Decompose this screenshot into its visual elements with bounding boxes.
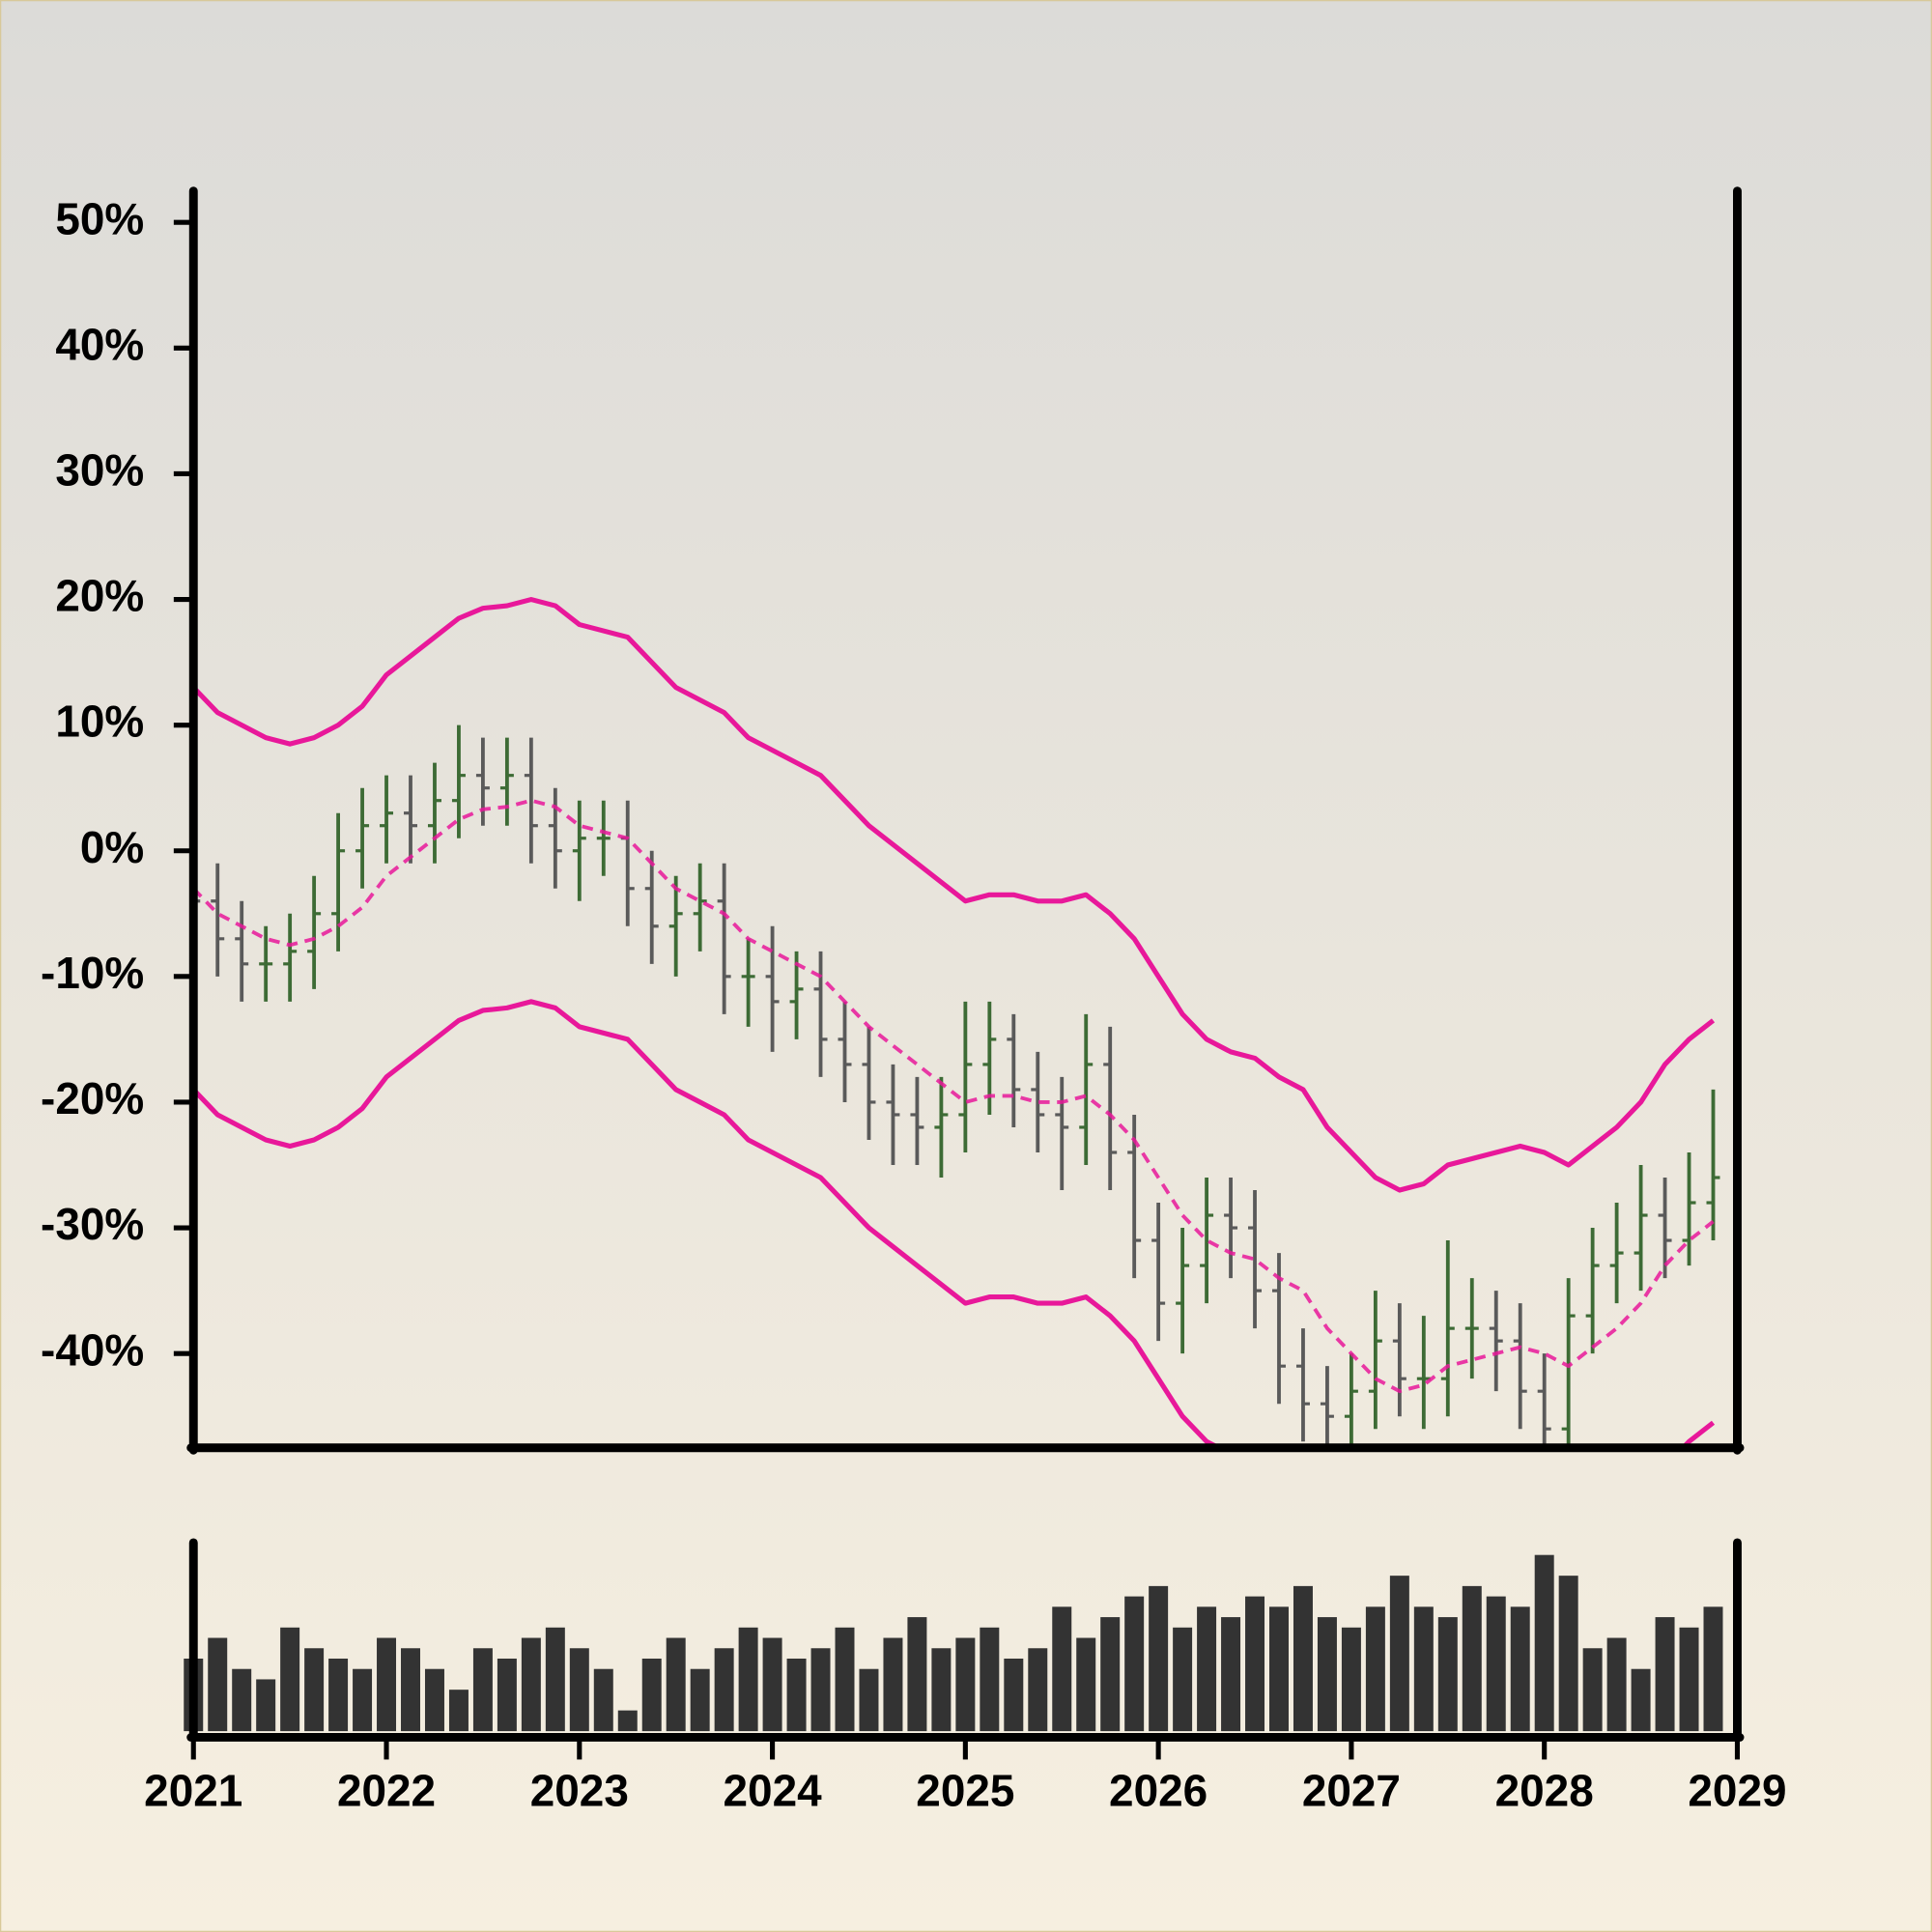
volume-bar	[593, 1668, 613, 1732]
volume-bar	[762, 1637, 782, 1732]
volume-bar	[1413, 1606, 1434, 1732]
volume-bar	[424, 1668, 444, 1732]
volume-bar	[569, 1648, 589, 1732]
volume-bar	[401, 1648, 420, 1732]
volume-bar	[1317, 1617, 1337, 1732]
y-tick-label: -30%	[41, 1199, 144, 1249]
volume-bar	[521, 1637, 541, 1732]
y-tick-label: 0%	[80, 822, 144, 872]
volume-bar	[1173, 1627, 1193, 1732]
volume-panel	[184, 1554, 1723, 1732]
volume-bar	[448, 1690, 469, 1732]
volume-bar	[641, 1658, 662, 1732]
volume-bar	[328, 1658, 349, 1732]
y-tick-label: -10%	[41, 948, 144, 998]
y-tick-label: 50%	[55, 193, 144, 243]
band-lower	[193, 999, 1716, 1448]
volume-bar	[1703, 1606, 1723, 1732]
volume-bar	[980, 1627, 1000, 1732]
volume-bar	[1197, 1606, 1217, 1732]
volume-bar	[304, 1648, 325, 1732]
x-tick-label: 2021	[144, 1765, 242, 1815]
volume-bar	[1389, 1576, 1409, 1732]
x-tick-label: 2029	[1688, 1765, 1786, 1815]
volume-bar	[810, 1648, 831, 1732]
x-tick-label: 2022	[337, 1765, 436, 1815]
volume-bar	[353, 1668, 373, 1732]
x-tick-label: 2025	[916, 1765, 1014, 1815]
volume-bar	[1076, 1637, 1096, 1732]
x-tick-label: 2028	[1495, 1765, 1594, 1815]
volume-bar	[1052, 1606, 1072, 1732]
volume-bar	[1245, 1596, 1265, 1732]
volume-bar	[208, 1637, 228, 1732]
x-tick-label: 2024	[724, 1765, 823, 1815]
plot-area	[193, 596, 1720, 1448]
y-tick-label: 20%	[55, 571, 144, 621]
volume-bar	[1655, 1617, 1675, 1732]
volume-bar	[1679, 1627, 1699, 1732]
y-tick-label: -40%	[41, 1324, 144, 1375]
volume-bar	[955, 1637, 976, 1732]
band-upper	[193, 596, 1716, 1193]
x-tick-label: 2026	[1109, 1765, 1208, 1815]
volume-bar	[280, 1627, 300, 1732]
volume-bar	[931, 1648, 952, 1732]
volume-bar	[1124, 1596, 1145, 1732]
volume-bar	[472, 1648, 493, 1732]
volume-bar	[232, 1668, 252, 1732]
volume-bar	[377, 1637, 397, 1732]
volume-bar	[859, 1668, 879, 1732]
volume-bar	[1606, 1637, 1627, 1732]
volume-bar	[545, 1627, 565, 1732]
volume-bar	[1221, 1617, 1241, 1732]
volume-bar	[1631, 1668, 1651, 1732]
volume-bar	[883, 1637, 903, 1732]
volume-bar	[1462, 1585, 1482, 1732]
y-tick-label: 10%	[55, 696, 144, 747]
x-tick-label: 2027	[1302, 1765, 1401, 1815]
volume-bar	[835, 1627, 855, 1732]
volume-bar	[786, 1658, 807, 1732]
volume-bar	[1341, 1627, 1361, 1732]
volume-bar	[617, 1710, 638, 1732]
y-tick-label: 30%	[55, 445, 144, 496]
volume-bar	[256, 1679, 276, 1732]
volume-bar	[1437, 1617, 1458, 1732]
x-tick-label: 2023	[530, 1765, 629, 1815]
volume-bar	[1269, 1606, 1289, 1732]
volume-bar	[1582, 1648, 1603, 1732]
volume-bar	[666, 1637, 686, 1732]
volume-bar	[738, 1627, 758, 1732]
volume-bar	[1365, 1606, 1385, 1732]
volume-bar	[1004, 1658, 1024, 1732]
volume-bar	[497, 1658, 517, 1732]
volume-bar	[1486, 1596, 1506, 1732]
band-middle	[193, 798, 1715, 1394]
volume-bar	[1100, 1617, 1121, 1732]
volume-bar	[1028, 1648, 1048, 1732]
volume-bar	[1510, 1606, 1530, 1732]
y-tick-label: -20%	[41, 1073, 144, 1123]
volume-bar	[1558, 1576, 1578, 1732]
volume-bar	[1149, 1585, 1169, 1732]
axes: -40% -30% -20% -10% 0% 10% 20% 30% 40% 50% 2021 202…	[41, 186, 1787, 1815]
y-tick-label: 40%	[55, 319, 144, 369]
volume-bar	[714, 1648, 734, 1732]
volume-bar	[690, 1668, 710, 1732]
volume-bar	[1293, 1585, 1313, 1732]
volume-bar	[1534, 1554, 1554, 1732]
volume-bar	[907, 1617, 927, 1732]
